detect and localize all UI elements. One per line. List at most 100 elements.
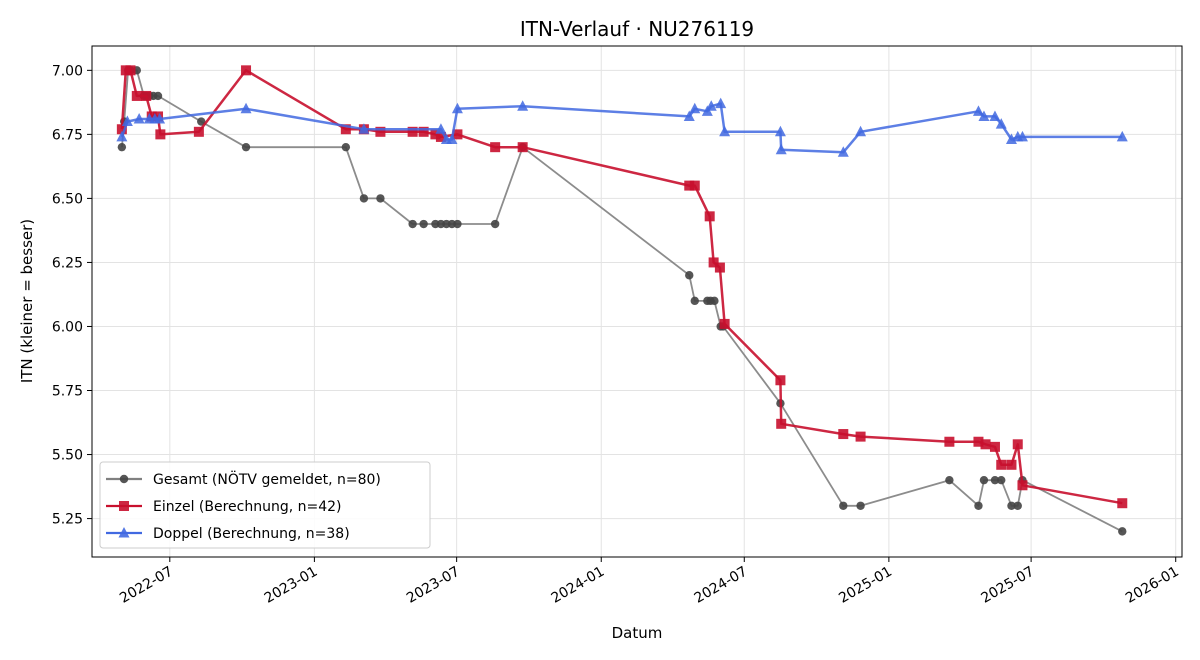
- y-tick-label: 6.25: [52, 255, 83, 271]
- data-point: [856, 501, 865, 510]
- data-point: [451, 102, 463, 114]
- series-layer: [116, 65, 1128, 536]
- data-point: [1007, 501, 1016, 510]
- data-point: [838, 429, 849, 440]
- data-point: [1017, 480, 1028, 491]
- data-point: [972, 105, 984, 116]
- chart-title: ITN-Verlauf · NU276119: [520, 17, 754, 41]
- data-point: [776, 418, 787, 429]
- data-point: [689, 180, 700, 191]
- data-point: [116, 124, 127, 135]
- data-point: [974, 501, 983, 510]
- y-tick-label: 5.75: [52, 384, 83, 400]
- data-point: [193, 126, 204, 137]
- data-point: [155, 129, 166, 140]
- data-point: [435, 123, 447, 134]
- data-point: [710, 296, 719, 306]
- data-point: [359, 194, 369, 203]
- data-point: [419, 219, 428, 229]
- data-point: [121, 115, 133, 127]
- data-point: [1117, 498, 1128, 509]
- data-point: [978, 110, 990, 121]
- data-point: [407, 126, 418, 137]
- series-line: [120, 102, 1123, 154]
- x-tick-label: 2022-07: [117, 564, 176, 607]
- data-point: [453, 219, 462, 229]
- data-point: [996, 459, 1007, 470]
- data-point: [995, 118, 1007, 129]
- data-point: [979, 475, 989, 485]
- data-point: [358, 123, 370, 134]
- data-point: [1013, 501, 1022, 510]
- data-point: [376, 194, 385, 203]
- data-point: [1118, 527, 1127, 536]
- legend-label: Doppel (Berechnung, n=38): [153, 526, 350, 542]
- data-point: [837, 146, 849, 157]
- data-point: [855, 431, 866, 442]
- data-point: [517, 100, 529, 111]
- data-point: [117, 142, 127, 152]
- y-tick-label: 5.25: [52, 512, 83, 528]
- data-point: [1006, 459, 1017, 470]
- x-tick-label: 2024-07: [692, 564, 751, 607]
- data-point: [197, 117, 206, 126]
- y-axis-label: ITN (kleiner = besser): [18, 219, 36, 383]
- x-tick-label: 2025-07: [978, 564, 1037, 607]
- legend-label: Einzel (Berechnung, n=42): [153, 499, 342, 515]
- data-point: [116, 130, 128, 142]
- data-point: [153, 91, 163, 101]
- y-tick-label: 6.50: [52, 191, 83, 207]
- data-point: [690, 296, 699, 306]
- x-axis: 2022-07 2023-01 2023-07 2024-01 2024-07 2025-…: [117, 557, 1182, 607]
- data-point: [1012, 439, 1023, 450]
- data-point: [146, 111, 157, 122]
- data-point: [341, 142, 351, 152]
- data-point: [855, 125, 867, 137]
- data-point: [154, 113, 166, 124]
- data-point: [973, 436, 984, 447]
- legend-label: Gesamt (NÖTV gemeldet, n=80): [153, 470, 381, 488]
- data-point: [708, 257, 719, 268]
- y-tick-label: 7.00: [52, 63, 83, 79]
- data-point: [719, 318, 730, 329]
- y-tick-label: 6.00: [52, 319, 83, 335]
- plot-frame: [91, 45, 1183, 558]
- series-line: [120, 69, 1123, 505]
- data-point: [997, 475, 1006, 485]
- data-point: [719, 125, 731, 137]
- data-point: [241, 65, 252, 76]
- data-point: [685, 271, 694, 280]
- x-axis-label: Datum: [612, 624, 663, 642]
- legend: Gesamt (NÖTV gemeldet, n=80) Einzel (Bere…: [99, 461, 431, 549]
- data-point: [705, 100, 717, 111]
- y-tick-label: 5.50: [52, 448, 83, 464]
- data-point: [430, 129, 441, 140]
- data-point: [775, 143, 787, 155]
- data-point: [683, 110, 695, 121]
- x-tick-label: 2023-01: [262, 564, 321, 607]
- data-point: [141, 90, 152, 101]
- x-tick-label: 2026-01: [1123, 564, 1182, 607]
- data-point: [1016, 130, 1028, 142]
- data-point: [133, 113, 145, 124]
- legend-entry: Doppel (Berechnung, n=38): [106, 526, 350, 542]
- data-point: [125, 65, 136, 76]
- legend-marker: [119, 501, 129, 511]
- data-point: [490, 219, 500, 229]
- data-point: [375, 126, 386, 137]
- legend-box: [99, 461, 431, 549]
- data-point: [704, 211, 715, 222]
- data-point: [435, 131, 446, 142]
- data-point: [775, 375, 786, 386]
- data-point: [240, 102, 252, 114]
- data-point: [989, 110, 1001, 121]
- x-tick-label: 2023-07: [404, 564, 463, 607]
- data-point: [714, 262, 725, 273]
- data-point: [839, 501, 848, 510]
- legend-marker: [119, 474, 129, 484]
- data-point: [418, 126, 429, 137]
- data-point: [774, 125, 786, 137]
- legend-entry: Einzel (Berechnung, n=42): [106, 499, 342, 515]
- legend-marker: [118, 527, 130, 538]
